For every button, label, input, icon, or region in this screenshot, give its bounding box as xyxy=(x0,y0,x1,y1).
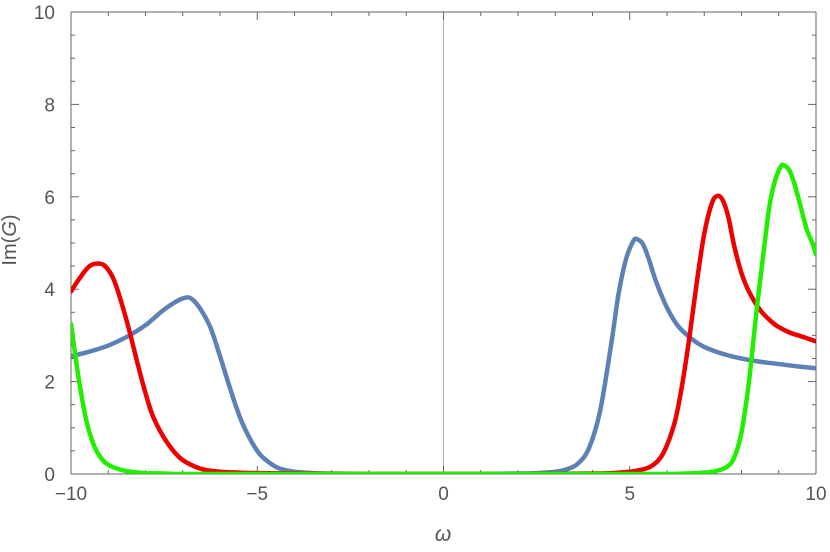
x-tick-label: 5 xyxy=(624,484,635,505)
y-axis-label-prefix: Im( xyxy=(0,236,21,265)
y-tick-label: 2 xyxy=(44,373,55,394)
y-tick-label: 10 xyxy=(34,3,55,24)
x-axis-label: ω xyxy=(435,523,451,546)
y-tick-label: 6 xyxy=(44,188,55,209)
y-tick-label: 4 xyxy=(44,280,55,301)
y-axis-label: Im(G) xyxy=(0,214,21,265)
x-tick-label: −5 xyxy=(246,484,268,505)
y-axis-label-suffix: ) xyxy=(0,214,21,221)
x-tick-label: 10 xyxy=(805,484,826,505)
y-tick-label: 8 xyxy=(44,95,55,116)
x-tick-label: −10 xyxy=(55,484,87,505)
series-line-green xyxy=(71,162,816,474)
y-axis-label-variable: G xyxy=(0,221,21,237)
x-tick-label: 0 xyxy=(438,484,449,505)
y-tick-label: 0 xyxy=(44,465,55,486)
